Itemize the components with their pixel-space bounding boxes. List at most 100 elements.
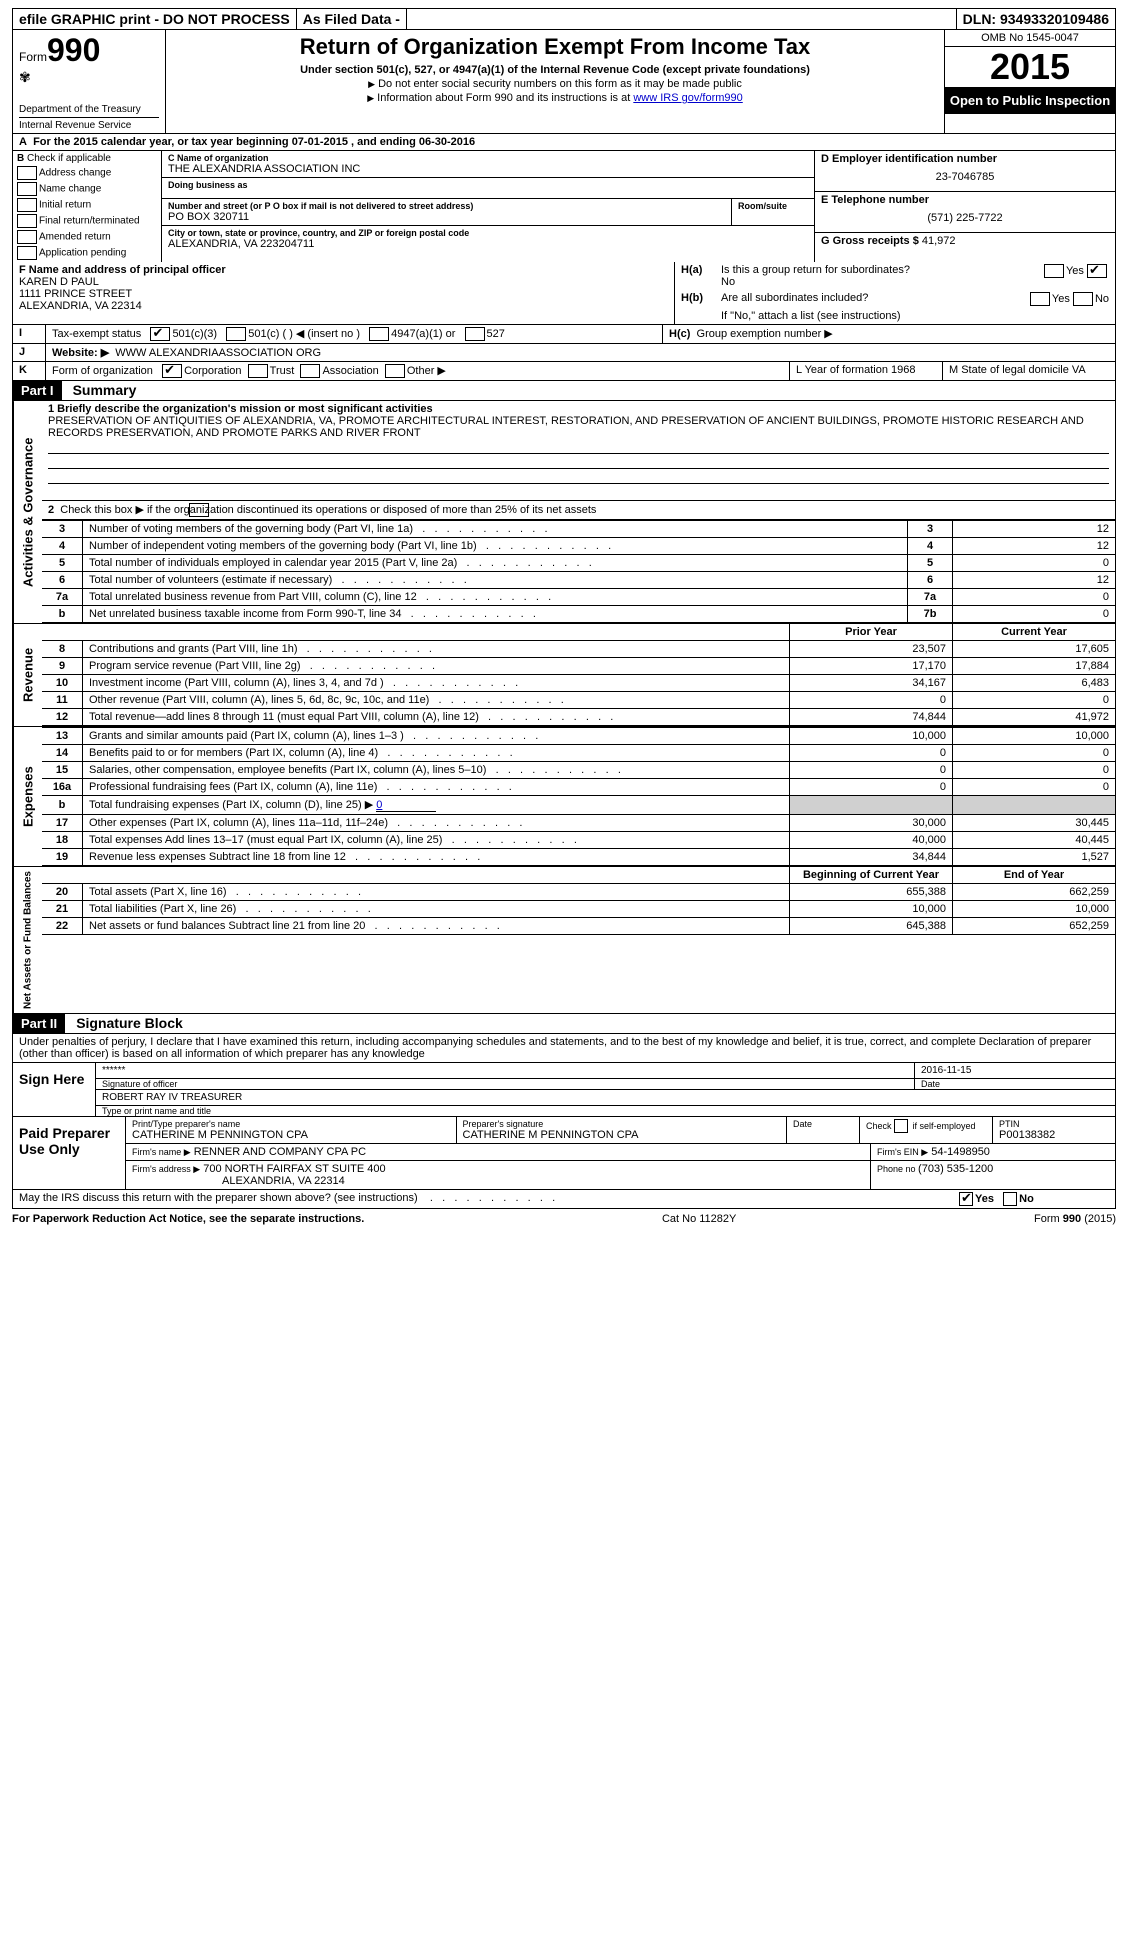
cb-501c3[interactable]: [150, 327, 170, 341]
irs-link[interactable]: www IRS gov/form990: [633, 92, 742, 104]
dept-label: Department of the Treasury: [19, 104, 159, 115]
tax-year: 2015: [945, 47, 1115, 87]
form-ref: Form 990 (2015): [1034, 1213, 1116, 1225]
klm-row: K Form of organization Corporation Trust…: [12, 362, 1116, 381]
phone-value: (571) 225-7722: [821, 206, 1109, 230]
dln: DLN: 93493320109486: [957, 9, 1115, 29]
note-ssn: Do not enter social security numbers on …: [174, 78, 936, 90]
netassets-table: Beginning of Current Year End of Year 20…: [42, 867, 1115, 935]
officer-name: KAREN D PAUL: [19, 276, 668, 288]
sign-here-label: Sign Here: [13, 1063, 96, 1116]
efile-label: efile GRAPHIC print - DO NOT PROCESS: [13, 9, 297, 29]
cb-initial-return[interactable]: [17, 198, 37, 212]
header-left: Form990 ✾ Department of the Treasury Int…: [13, 30, 166, 133]
cb-other[interactable]: [385, 364, 405, 378]
revenue-block: Revenue Prior Year Current Year 8 Contri…: [12, 624, 1116, 727]
cb-hb-yes[interactable]: [1030, 292, 1050, 306]
year-formation: L Year of formation 1968: [790, 362, 943, 380]
dba-label: Doing business as: [168, 180, 808, 190]
ptin-value: P00138382: [999, 1129, 1109, 1141]
j-row: J Website: ▶ WWW ALEXANDRIAASSOCIATION O…: [12, 344, 1116, 362]
topbar-spacer: [407, 9, 957, 29]
summary-top-table: 3 Number of voting members of the govern…: [42, 520, 1115, 623]
h-block: H(a) Is this a group return for subordin…: [675, 262, 1115, 324]
side-rev: Revenue: [13, 624, 42, 726]
form-title: Return of Organization Exempt From Incom…: [174, 34, 936, 60]
cb-ha-yes[interactable]: [1044, 264, 1064, 278]
f-officer: F Name and address of principal officer …: [13, 262, 675, 324]
right-block: D Employer identification number 23-7046…: [814, 151, 1115, 262]
phone-label: E Telephone number: [821, 194, 1109, 206]
firm-address2: ALEXANDRIA, VA 22314: [132, 1175, 345, 1187]
cb-self-employed[interactable]: [894, 1119, 908, 1133]
cb-discontinued[interactable]: [189, 503, 209, 517]
netassets-block: Net Assets or Fund Balances Beginning of…: [12, 867, 1116, 1014]
col-boy: Beginning of Current Year: [790, 867, 953, 884]
city-value: ALEXANDRIA, VA 223204711: [168, 238, 808, 250]
may-discuss-row: May the IRS discuss this return with the…: [12, 1190, 1116, 1209]
pra-notice: For Paperwork Reduction Act Notice, see …: [12, 1213, 364, 1225]
hb-note: If "No," attach a list (see instructions…: [675, 308, 1115, 324]
fundraising-link[interactable]: 0: [376, 799, 436, 812]
side-na: Net Assets or Fund Balances: [13, 867, 42, 1013]
side-exp: Expenses: [13, 727, 42, 866]
cb-assoc[interactable]: [300, 364, 320, 378]
officer-csz: ALEXANDRIA, VA 22314: [19, 300, 668, 312]
cb-may-no[interactable]: [1003, 1192, 1017, 1206]
cb-hb-no[interactable]: [1073, 292, 1093, 306]
note-info: Information about Form 990 and its instr…: [174, 92, 936, 104]
cb-ha-no[interactable]: [1087, 264, 1107, 278]
cb-application-pending[interactable]: [17, 246, 37, 260]
sign-date: 2016-11-15: [915, 1063, 1115, 1079]
c-block: C Name of organization THE ALEXANDRIA AS…: [162, 151, 814, 262]
perjury-text: Under penalties of perjury, I declare th…: [12, 1034, 1116, 1062]
gross-label: G Gross receipts $: [821, 235, 919, 247]
header-mid: Return of Organization Exempt From Incom…: [166, 30, 944, 133]
side-ag: Activities & Governance: [13, 401, 42, 623]
cat-no: Cat No 11282Y: [662, 1213, 736, 1225]
gross-value: 41,972: [922, 235, 956, 247]
firm-name: RENNER AND COMPANY CPA PC: [194, 1146, 366, 1158]
cb-4947[interactable]: [369, 327, 389, 341]
q2-text: Check this box ▶ if the organization dis…: [60, 504, 596, 516]
paid-preparer-label: Paid Preparer Use Only: [13, 1117, 126, 1189]
cb-527[interactable]: [465, 327, 485, 341]
asfiled-label: As Filed Data -: [297, 9, 407, 29]
form-header: Form990 ✾ Department of the Treasury Int…: [12, 30, 1116, 134]
room-label: Room/suite: [738, 201, 808, 211]
cb-amended[interactable]: [17, 230, 37, 244]
addr-label: Number and street (or P O box if mail is…: [168, 201, 725, 211]
website-value: WWW ALEXANDRIAASSOCIATION ORG: [115, 347, 321, 359]
expenses-table: 13 Grants and similar amounts paid (Part…: [42, 727, 1115, 866]
self-employed-cell: Check if self-employed: [860, 1117, 993, 1143]
firm-address: 700 NORTH FAIRFAX ST SUITE 400: [203, 1163, 385, 1175]
cb-may-yes[interactable]: [959, 1192, 973, 1206]
cb-final-return[interactable]: [17, 214, 37, 228]
omb-number: OMB No 1545-0047: [945, 30, 1115, 47]
org-name: THE ALEXANDRIA ASSOCIATION INC: [168, 163, 808, 175]
cb-address-change[interactable]: [17, 166, 37, 180]
i-row: I Tax-exempt status 501(c)(3) 501(c) ( )…: [12, 325, 1116, 344]
form-subtitle: Under section 501(c), 527, or 4947(a)(1)…: [174, 64, 936, 76]
q1-label: 1 Briefly describe the organization's mi…: [48, 403, 433, 415]
ein-value: 23-7046785: [821, 165, 1109, 189]
footer: For Paperwork Reduction Act Notice, see …: [12, 1209, 1116, 1229]
org-name-label: C Name of organization: [168, 153, 808, 163]
cb-trust[interactable]: [248, 364, 268, 378]
cb-name-change[interactable]: [17, 182, 37, 196]
cb-501c[interactable]: [226, 327, 246, 341]
sign-block: Sign Here ****** Signature of officer 20…: [12, 1062, 1116, 1117]
preparer-signature: CATHERINE M PENNINGTON CPA: [463, 1129, 781, 1141]
officer-name-typed: ROBERT RAY IV TREASURER: [96, 1090, 1115, 1106]
bcde-block: B Check if applicable Address change Nam…: [12, 151, 1116, 262]
form-number: 990: [47, 32, 100, 68]
col-eoy: End of Year: [953, 867, 1116, 884]
open-inspection: Open to Public Inspection: [945, 87, 1115, 114]
city-label: City or town, state or province, country…: [168, 228, 808, 238]
preparer-block: Paid Preparer Use Only Print/Type prepar…: [12, 1117, 1116, 1190]
fh-block: F Name and address of principal officer …: [12, 262, 1116, 325]
preparer-name: CATHERINE M PENNINGTON CPA: [132, 1129, 450, 1141]
cb-corp[interactable]: [162, 364, 182, 378]
street-address: PO BOX 320711: [168, 211, 725, 223]
col-prior: Prior Year: [790, 624, 953, 641]
